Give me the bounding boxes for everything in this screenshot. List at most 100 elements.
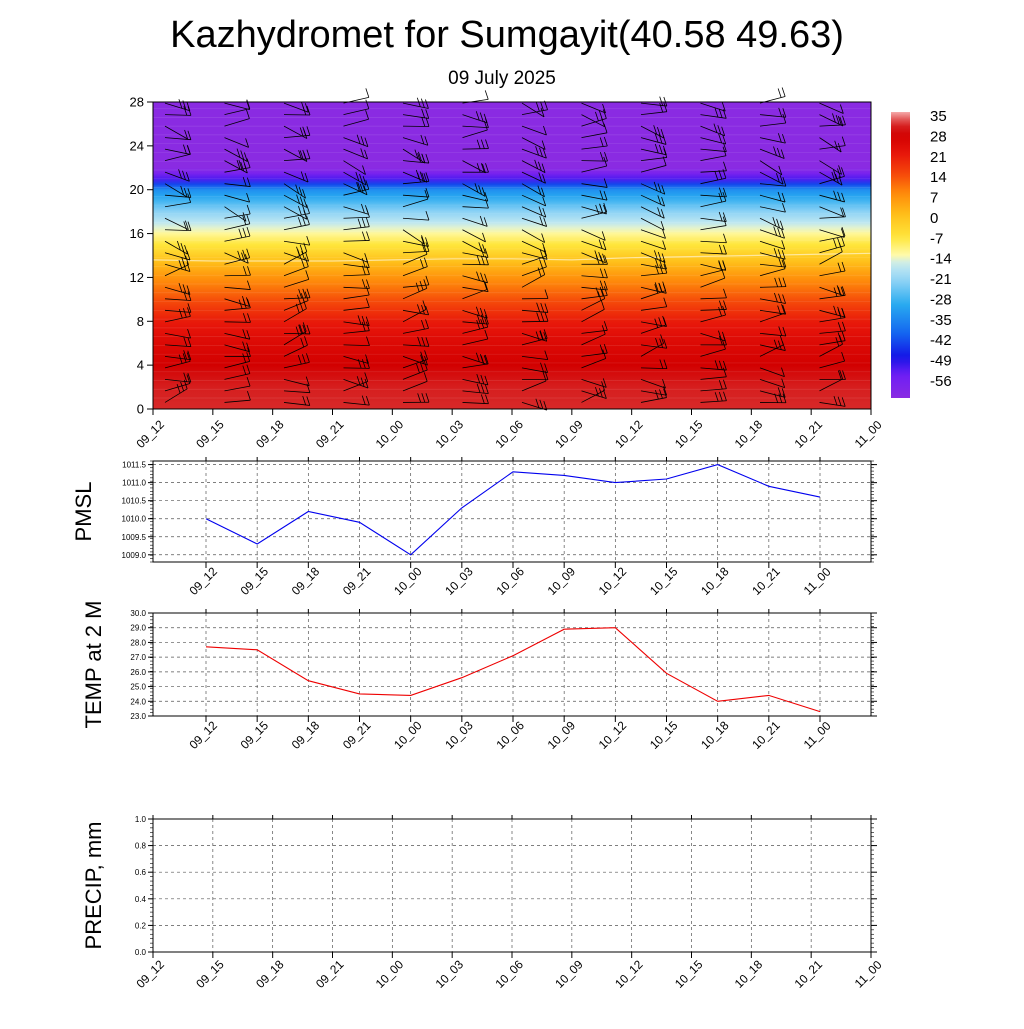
cross-section-x-tick-label: 10_18 bbox=[732, 417, 766, 451]
x-tick-label: 10_06 bbox=[493, 718, 527, 752]
x-tick-label: 10_15 bbox=[647, 564, 681, 598]
wind-barb-shaft bbox=[225, 275, 251, 276]
cross-section-y-tick-label: 16 bbox=[130, 226, 144, 241]
y-axis-title: PRECIP, mm bbox=[81, 822, 106, 950]
x-tick-label: 09_12 bbox=[186, 718, 220, 752]
wind-barb bbox=[344, 88, 369, 103]
x-tick-label: 10_00 bbox=[373, 957, 407, 991]
x-tick-label: 10_15 bbox=[672, 957, 706, 991]
colorbar-label: -35 bbox=[930, 312, 952, 329]
x-tick-label: 11_00 bbox=[801, 719, 834, 752]
y-axis-title: PMSL bbox=[71, 482, 96, 542]
cross-section-y-tick-label: 8 bbox=[137, 314, 144, 329]
colorbar-label: 21 bbox=[930, 149, 947, 166]
x-tick-label: 11_00 bbox=[852, 958, 885, 991]
cross-section-y-tick-label: 24 bbox=[130, 138, 144, 153]
cross-section-x-tick-label: 09_18 bbox=[253, 417, 287, 451]
wind-barb-flag bbox=[778, 89, 781, 98]
colorbar-label: 7 bbox=[930, 190, 938, 207]
x-tick-label: 10_03 bbox=[442, 564, 476, 598]
x-tick-label: 10_21 bbox=[792, 957, 826, 991]
cross-section-x-tick-label: 10_15 bbox=[672, 417, 706, 451]
x-tick-label: 10_18 bbox=[698, 564, 732, 598]
x-tick-label: 09_12 bbox=[186, 564, 220, 598]
y-tick-label: 1009.0 bbox=[122, 551, 147, 560]
cross-section-x-tick-label: 09_21 bbox=[313, 417, 347, 451]
cross-section-x-tick-label: 10_21 bbox=[792, 417, 826, 451]
cross-section-y-tick-label: 20 bbox=[130, 182, 144, 197]
x-tick-label: 10_12 bbox=[612, 957, 646, 991]
wind-barb-flag bbox=[485, 90, 488, 99]
colorbar bbox=[891, 112, 910, 398]
y-tick-label: 23.0 bbox=[130, 712, 146, 721]
x-tick-label: 09_21 bbox=[313, 957, 347, 991]
x-tick-label: 10_12 bbox=[596, 718, 630, 752]
x-tick-label: 09_21 bbox=[340, 718, 374, 752]
cross-section-x-tick-label: 10_09 bbox=[552, 417, 586, 451]
y-tick-label: 1.0 bbox=[135, 815, 147, 824]
colorbar-label: 14 bbox=[930, 169, 947, 186]
x-tick-label: 10_06 bbox=[492, 957, 526, 991]
y-tick-label: 0.6 bbox=[135, 868, 147, 877]
wind-barb bbox=[463, 90, 489, 103]
x-tick-label: 10_21 bbox=[749, 718, 783, 752]
y-tick-label: 0.4 bbox=[135, 895, 147, 904]
x-tick-label: 09_18 bbox=[289, 564, 323, 598]
y-tick-label: 1009.5 bbox=[122, 533, 147, 542]
colorbar-label: -14 bbox=[930, 251, 952, 268]
wind-barb-flag bbox=[366, 88, 369, 97]
cross-section-x-tick-label: 10_00 bbox=[373, 417, 407, 451]
colorbar-label: -28 bbox=[930, 291, 952, 308]
x-tick-label: 10_09 bbox=[552, 957, 586, 991]
y-tick-label: 0.8 bbox=[135, 842, 147, 851]
y-tick-label: 28.0 bbox=[130, 638, 146, 647]
y-axis-title: TEMP at 2 M bbox=[81, 601, 106, 729]
y-tick-label: 27.0 bbox=[130, 653, 146, 662]
x-tick-label: 11_00 bbox=[801, 565, 834, 598]
y-tick-label: 1010.0 bbox=[122, 515, 147, 524]
chart-title: Kazhydromet for Sumgayit(40.58 49.63) bbox=[170, 14, 844, 56]
x-tick-label: 10_12 bbox=[596, 564, 630, 598]
y-tick-label: 25.0 bbox=[130, 683, 146, 692]
x-tick-label: 10_06 bbox=[493, 564, 527, 598]
y-tick-label: 1011.5 bbox=[122, 461, 146, 470]
colorbar-label: 0 bbox=[930, 210, 938, 227]
y-tick-label: 1010.5 bbox=[122, 497, 147, 506]
y-tick-label: 30.0 bbox=[130, 609, 146, 618]
cross-section-y-tick-label: 28 bbox=[130, 95, 144, 110]
x-tick-label: 09_15 bbox=[238, 564, 272, 598]
cross-section-x-tick-label: 09_12 bbox=[133, 417, 167, 451]
colorbar-label: -7 bbox=[930, 230, 943, 247]
cross-section-y-tick-label: 0 bbox=[137, 402, 144, 417]
x-tick-label: 09_21 bbox=[340, 564, 374, 598]
panel-background bbox=[153, 461, 871, 562]
cross-section-x-tick-label: 10_03 bbox=[433, 417, 467, 451]
x-tick-label: 09_18 bbox=[253, 957, 287, 991]
x-tick-label: 10_00 bbox=[391, 564, 425, 598]
y-tick-label: 24.0 bbox=[130, 697, 146, 706]
chart-subtitle: 09 July 2025 bbox=[448, 68, 556, 89]
y-tick-label: 26.0 bbox=[130, 668, 146, 677]
x-tick-label: 10_15 bbox=[647, 718, 681, 752]
x-tick-label: 10_09 bbox=[545, 718, 579, 752]
wind-barb bbox=[760, 87, 785, 103]
y-tick-label: 29.0 bbox=[130, 624, 146, 633]
x-tick-label: 10_03 bbox=[442, 718, 476, 752]
x-tick-label: 09_15 bbox=[193, 957, 227, 991]
colorbar-label: -21 bbox=[930, 271, 952, 288]
cross-section-x-tick-label: 11_00 bbox=[852, 418, 885, 451]
x-tick-label: 10_21 bbox=[749, 564, 783, 598]
wind-barb-shaft bbox=[522, 321, 548, 322]
x-tick-label: 09_12 bbox=[133, 957, 167, 991]
cross-section-y-tick-label: 12 bbox=[130, 270, 144, 285]
x-tick-label: 10_03 bbox=[433, 957, 467, 991]
x-tick-label: 09_18 bbox=[289, 718, 323, 752]
colorbar-label: -49 bbox=[930, 353, 952, 370]
x-tick-label: 10_09 bbox=[545, 564, 579, 598]
x-tick-label: 10_00 bbox=[391, 718, 425, 752]
y-tick-label: 0.2 bbox=[135, 921, 147, 930]
cross-section-x-tick-label: 09_15 bbox=[193, 417, 227, 451]
x-tick-label: 09_15 bbox=[238, 718, 272, 752]
wind-barb-flag bbox=[782, 87, 785, 96]
